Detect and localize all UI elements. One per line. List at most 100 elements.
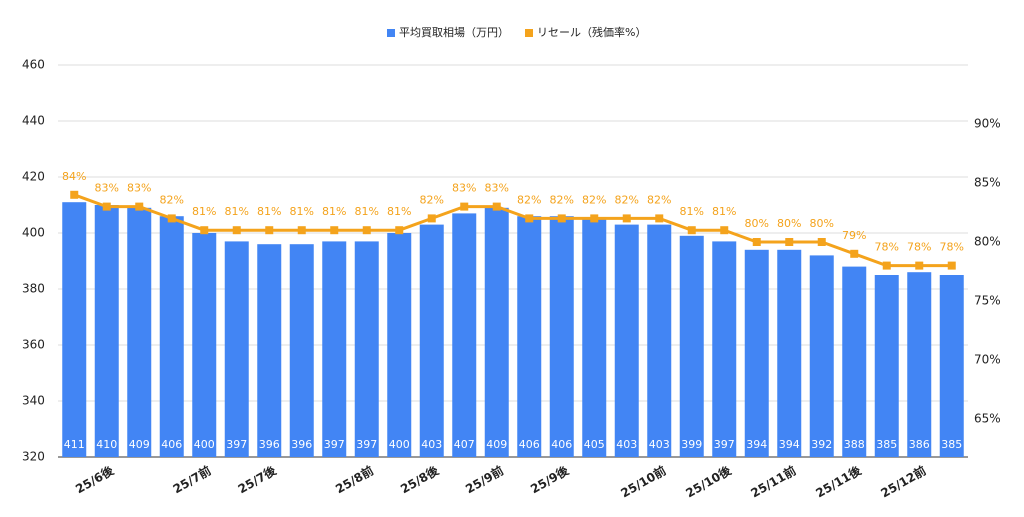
line-value-label: 81% xyxy=(712,205,736,218)
bar xyxy=(127,207,152,457)
bar-value-label: 407 xyxy=(454,438,475,451)
bar xyxy=(712,241,737,457)
line-point xyxy=(395,226,404,235)
legend-label: 平均買取相場（万円） xyxy=(399,26,509,39)
x-tick-label: 25/8前 xyxy=(333,463,376,497)
y2-tick-label: 70% xyxy=(974,353,1001,367)
line-point xyxy=(102,202,111,211)
y-tick-label: 460 xyxy=(22,58,45,72)
bar xyxy=(159,216,184,457)
bar-value-label: 394 xyxy=(746,438,767,451)
x-tick-label: 25/7後 xyxy=(235,462,279,496)
bar-value-label: 394 xyxy=(779,438,800,451)
x-tick-label: 25/7前 xyxy=(170,463,213,497)
bar-value-label: 397 xyxy=(714,438,735,451)
bar-value-label: 403 xyxy=(421,438,442,451)
line-value-label: 80% xyxy=(745,217,769,230)
line-value-label: 81% xyxy=(225,205,249,218)
bar-value-label: 403 xyxy=(649,438,670,451)
line-point xyxy=(460,202,469,211)
line-value-label: 78% xyxy=(875,241,899,254)
line-value-label: 82% xyxy=(420,193,444,206)
bar xyxy=(744,249,769,457)
bar-value-label: 411 xyxy=(64,438,85,451)
bar-value-label: 385 xyxy=(876,438,897,451)
y2-tick-label: 85% xyxy=(974,176,1001,190)
line-point xyxy=(232,226,241,235)
bar xyxy=(322,241,347,457)
line-value-label: 81% xyxy=(680,205,704,218)
x-tick-label: 25/10前 xyxy=(618,463,669,501)
x-tick-label: 25/9前 xyxy=(463,463,506,497)
bar-value-label: 385 xyxy=(941,438,962,451)
bar xyxy=(582,219,607,457)
line-value-label: 82% xyxy=(550,193,574,206)
line-value-label: 83% xyxy=(452,182,476,195)
bar-value-label: 396 xyxy=(291,438,312,451)
line-point xyxy=(525,214,534,223)
line-point xyxy=(882,261,891,270)
y-tick-label: 400 xyxy=(22,226,45,240)
line-value-label: 81% xyxy=(355,205,379,218)
bar-value-label: 388 xyxy=(844,438,865,451)
bar-value-label: 406 xyxy=(551,438,572,451)
bar-value-label: 406 xyxy=(519,438,540,451)
bar-value-label: 396 xyxy=(259,438,280,451)
x-tick-label: 25/11前 xyxy=(748,463,799,501)
line-value-label: 81% xyxy=(290,205,314,218)
bar-value-label: 397 xyxy=(356,438,377,451)
legend-swatch xyxy=(387,29,395,37)
line-point xyxy=(557,214,566,223)
line-value-label: 84% xyxy=(62,170,86,183)
bar-value-label: 400 xyxy=(194,438,215,451)
line-point xyxy=(70,190,79,199)
bar xyxy=(62,202,87,457)
y2-tick-label: 65% xyxy=(974,412,1001,426)
bar-value-label: 406 xyxy=(161,438,182,451)
line-value-label: 81% xyxy=(322,205,346,218)
line-value-label: 83% xyxy=(127,182,151,195)
y-tick-label: 420 xyxy=(22,170,45,184)
bar-value-label: 399 xyxy=(681,438,702,451)
bar xyxy=(874,275,899,457)
bar xyxy=(94,205,119,457)
bar-value-label: 386 xyxy=(909,438,930,451)
line-point xyxy=(427,214,436,223)
y2-tick-label: 75% xyxy=(974,294,1001,308)
line-point xyxy=(297,226,306,235)
y-tick-label: 320 xyxy=(22,450,45,464)
bar-value-label: 405 xyxy=(584,438,605,451)
x-tick-label: 25/6後 xyxy=(73,462,117,496)
bar xyxy=(939,275,964,457)
bar-value-label: 400 xyxy=(389,438,410,451)
line-point xyxy=(167,214,176,223)
x-tick-label: 25/12前 xyxy=(878,463,929,501)
line-value-label: 82% xyxy=(647,193,671,206)
bar xyxy=(549,216,574,457)
y-tick-label: 380 xyxy=(22,282,45,296)
y-tick-label: 360 xyxy=(22,338,45,352)
line-point xyxy=(590,214,599,223)
bar xyxy=(907,272,932,457)
legend-label: リセール（残価率%） xyxy=(537,25,646,39)
bar-value-label: 409 xyxy=(486,438,507,451)
line-point xyxy=(785,238,794,247)
line-value-label: 78% xyxy=(907,241,931,254)
bar-value-label: 403 xyxy=(616,438,637,451)
line-value-label: 82% xyxy=(615,193,639,206)
line-point xyxy=(850,249,859,258)
bar xyxy=(679,235,704,457)
bar xyxy=(614,224,639,457)
bar-value-label: 410 xyxy=(96,438,117,451)
bar xyxy=(387,233,412,457)
line-value-label: 83% xyxy=(485,182,509,195)
x-tick-label: 25/8後 xyxy=(398,462,442,496)
line-value-label: 80% xyxy=(810,217,834,230)
bar-value-label: 392 xyxy=(811,438,832,451)
line-value-label: 79% xyxy=(842,229,866,242)
bar-value-label: 397 xyxy=(324,438,345,451)
line-value-label: 83% xyxy=(95,182,119,195)
y2-tick-label: 90% xyxy=(974,117,1001,131)
line-point xyxy=(655,214,664,223)
